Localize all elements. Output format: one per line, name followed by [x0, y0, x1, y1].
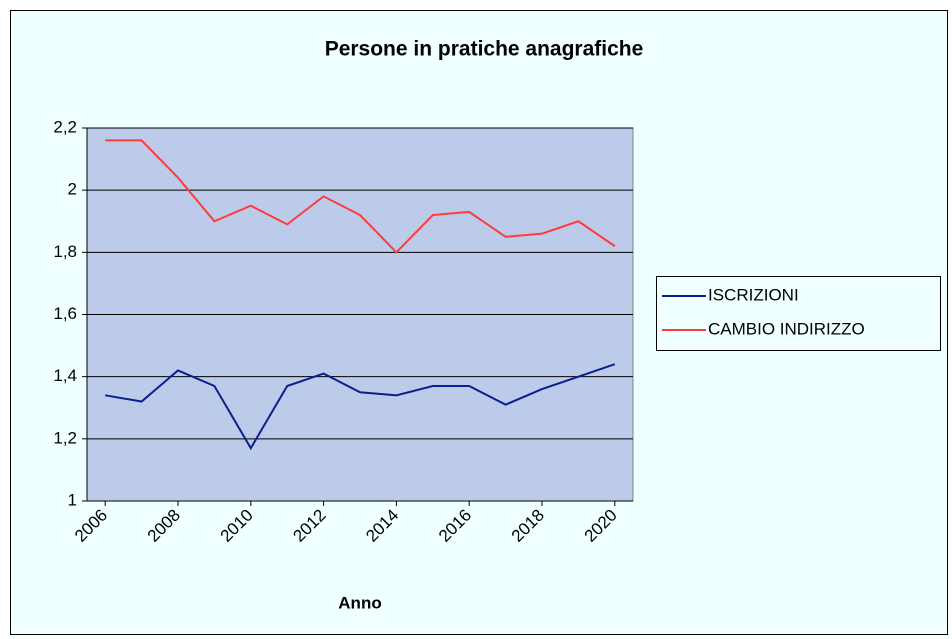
- y-tick-label: 1,6: [53, 304, 77, 323]
- legend: [656, 276, 941, 351]
- y-tick-label: 1,8: [53, 242, 77, 261]
- x-axis-title: Anno: [338, 593, 381, 612]
- y-tick-label: 1: [68, 490, 77, 509]
- y-tick-label: 2: [68, 180, 77, 199]
- chart-title: Persone in pratiche anagrafiche: [325, 38, 644, 61]
- line-series: [105, 363, 616, 451]
- line-series: [105, 139, 616, 254]
- y-tick-label: 2,2: [53, 117, 77, 136]
- y-tick-label: 1,2: [53, 428, 77, 447]
- y-tick-label: 1,4: [53, 366, 77, 385]
- legend-label: ISCRIZIONI: [708, 285, 799, 304]
- legend-label: CAMBIO INDIRIZZO: [708, 319, 865, 338]
